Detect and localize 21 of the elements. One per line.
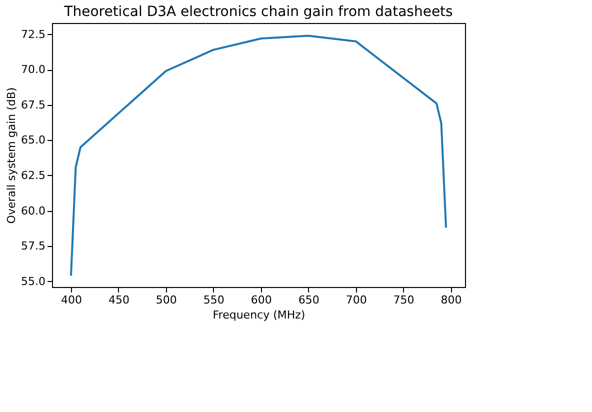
y-tick-label: 70.0 xyxy=(21,63,46,76)
x-tick-label: 400 xyxy=(60,294,82,306)
x-tick-label: 750 xyxy=(393,294,414,306)
x-tick-label: 450 xyxy=(108,294,130,306)
x-tick-label: 550 xyxy=(203,294,224,306)
y-tick-label: 65.0 xyxy=(21,134,46,147)
y-tick-label: 72.5 xyxy=(21,28,46,41)
line-series xyxy=(70,34,448,277)
y-tick-label: 60.0 xyxy=(21,204,46,218)
x-tick-label: 650 xyxy=(298,294,320,306)
y-tick-label: 55.0 xyxy=(21,274,46,288)
chart-title: Theoretical D3A electronics chain gain from datasheets xyxy=(63,4,453,20)
x-tick-label: 600 xyxy=(250,294,272,306)
y-axis-title: Overall system gain (dB) xyxy=(5,87,18,224)
y-tick-label: 67.5 xyxy=(21,98,46,112)
x-axis-title: Frequency (MHz) xyxy=(212,308,306,322)
x-tick-label: 700 xyxy=(346,294,367,306)
y-tick-label: 57.5 xyxy=(21,240,46,253)
y-tick-label: 62.5 xyxy=(21,168,46,182)
x-tick-label: 500 xyxy=(156,294,177,306)
x-tick-label: 800 xyxy=(440,294,462,306)
